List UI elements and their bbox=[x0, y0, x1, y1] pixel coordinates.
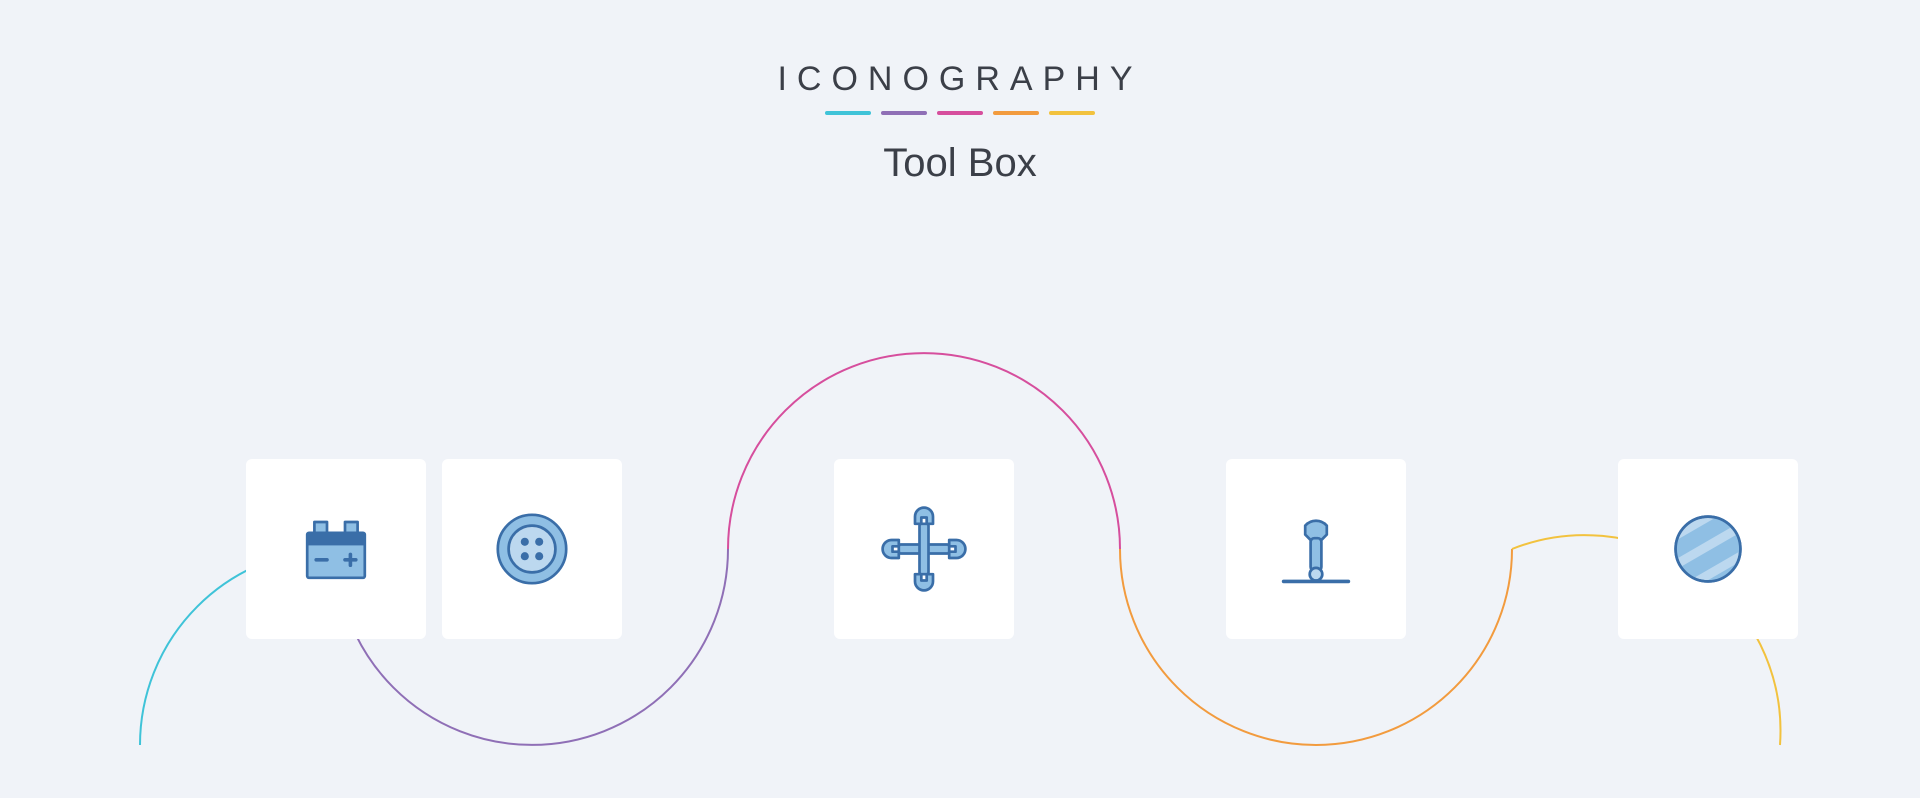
strip-segment bbox=[937, 111, 983, 115]
icon-card bbox=[1618, 459, 1798, 639]
color-strip bbox=[0, 111, 1920, 115]
header: ICONOGRAPHY Tool Box bbox=[0, 0, 1920, 186]
strip-segment bbox=[1049, 111, 1095, 115]
crossed-wrenches-icon bbox=[874, 499, 974, 599]
page-title: Tool Box bbox=[0, 141, 1920, 186]
wrench-icon bbox=[1266, 499, 1366, 599]
button-icon bbox=[482, 499, 582, 599]
icon-card bbox=[1226, 459, 1406, 639]
strip-segment bbox=[993, 111, 1039, 115]
strip-segment bbox=[825, 111, 871, 115]
icon-card bbox=[442, 459, 622, 639]
icon-card bbox=[834, 459, 1014, 639]
icon-card bbox=[246, 459, 426, 639]
battery-icon bbox=[286, 499, 386, 599]
brand-text: ICONOGRAPHY bbox=[0, 60, 1920, 99]
striped-ball-icon bbox=[1658, 499, 1758, 599]
strip-segment bbox=[881, 111, 927, 115]
